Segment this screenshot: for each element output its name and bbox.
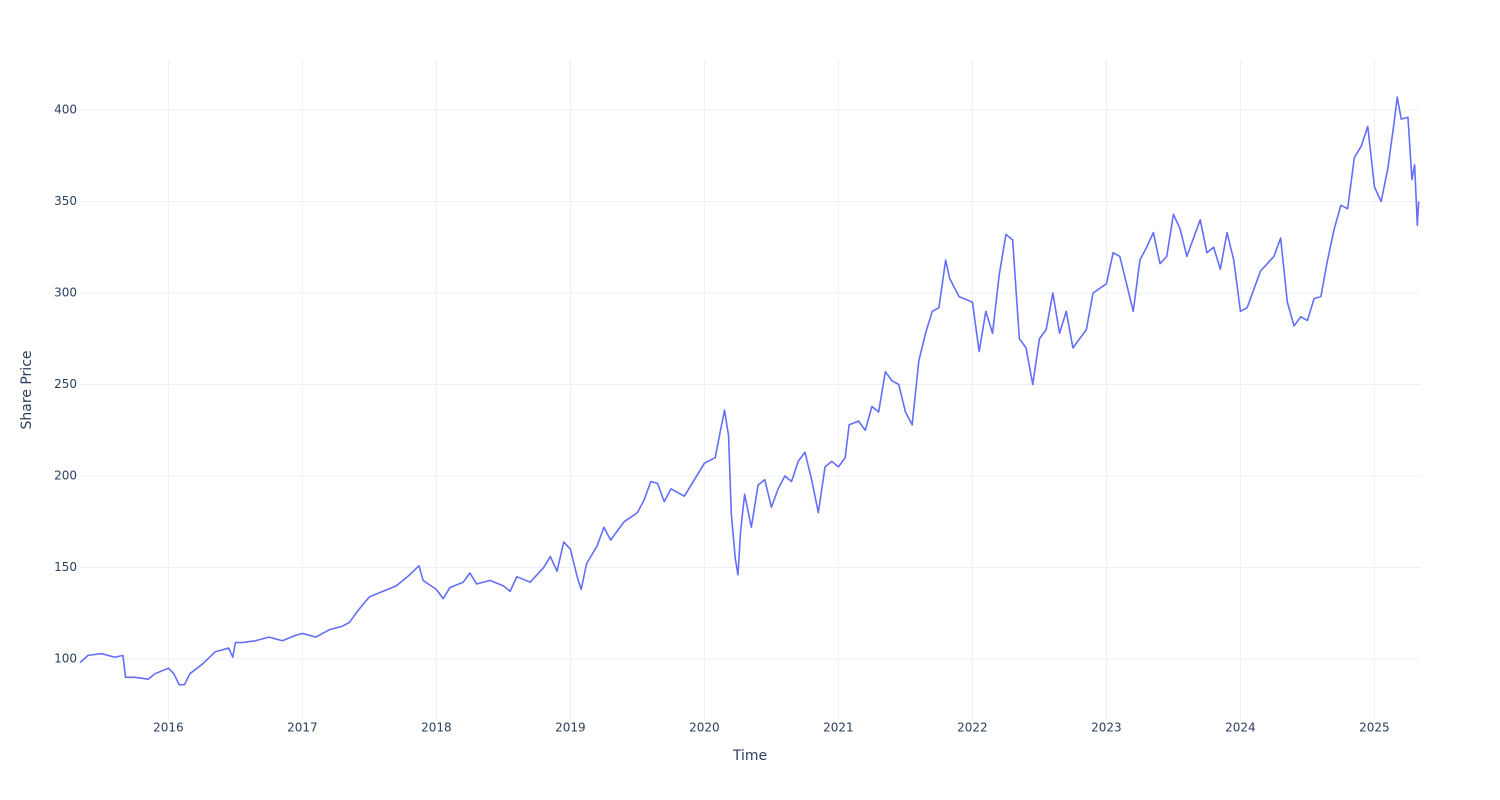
x-tick-label: 2021 bbox=[823, 721, 854, 735]
x-tick-label: 2024 bbox=[1225, 721, 1256, 735]
x-tick-label: 2019 bbox=[555, 721, 586, 735]
y-tick-label: 200 bbox=[54, 469, 77, 483]
price-line bbox=[79, 96, 1420, 686]
y-axis-title: Share Price bbox=[19, 350, 35, 429]
y-tick-label: 400 bbox=[54, 102, 77, 116]
x-tick-label: 2023 bbox=[1091, 721, 1122, 735]
y-tick-label: 150 bbox=[54, 560, 77, 574]
x-tick-label: 2016 bbox=[153, 721, 184, 735]
y-tick-label: 350 bbox=[54, 194, 77, 208]
x-tick-label: 2020 bbox=[689, 721, 720, 735]
y-tick-label: 100 bbox=[54, 652, 77, 666]
x-tick-label: 2017 bbox=[287, 721, 318, 735]
x-tick-label: 2022 bbox=[957, 721, 988, 735]
x-axis-title: Time bbox=[732, 748, 767, 764]
x-tick-label: 2018 bbox=[421, 721, 452, 735]
x-tick-label: 2025 bbox=[1359, 721, 1390, 735]
y-tick-label: 250 bbox=[54, 377, 77, 391]
y-tick-label: 300 bbox=[54, 285, 77, 299]
